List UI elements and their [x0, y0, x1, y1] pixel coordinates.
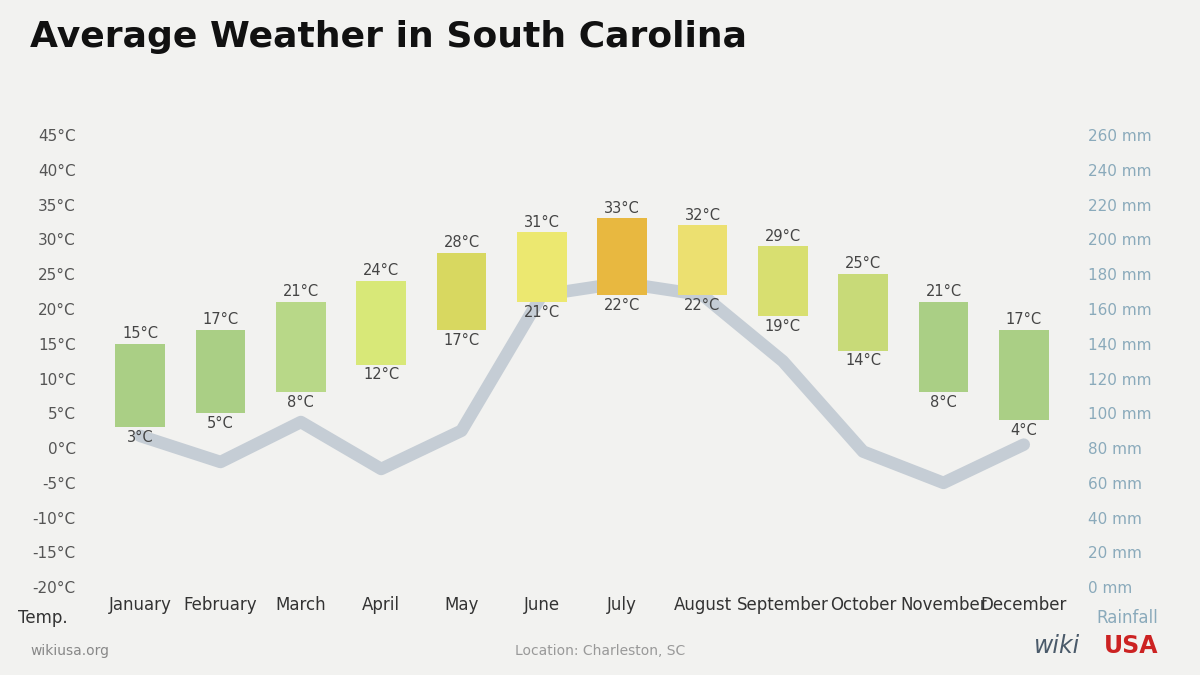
Bar: [517, 232, 566, 302]
Bar: [678, 225, 727, 295]
Text: 12°C: 12°C: [364, 367, 400, 382]
Text: 28°C: 28°C: [444, 236, 480, 250]
Bar: [758, 246, 808, 316]
Text: 14°C: 14°C: [845, 354, 881, 369]
Bar: [839, 274, 888, 351]
Text: 8°C: 8°C: [930, 396, 956, 410]
Text: 32°C: 32°C: [684, 208, 720, 223]
Bar: [598, 219, 647, 295]
Text: 22°C: 22°C: [684, 298, 721, 313]
Text: 19°C: 19°C: [764, 319, 800, 333]
Text: 5°C: 5°C: [208, 416, 234, 431]
Text: Temp.: Temp.: [18, 609, 67, 626]
Bar: [918, 302, 968, 392]
Text: 4°C: 4°C: [1010, 423, 1037, 438]
Text: 25°C: 25°C: [845, 256, 881, 271]
Bar: [115, 344, 166, 427]
Text: wiki: wiki: [1034, 634, 1081, 658]
Text: Average Weather in South Carolina: Average Weather in South Carolina: [30, 20, 746, 54]
Text: 15°C: 15°C: [122, 326, 158, 341]
Text: 8°C: 8°C: [288, 396, 314, 410]
Text: 17°C: 17°C: [444, 333, 480, 348]
Text: wikiusa.org: wikiusa.org: [30, 644, 109, 658]
Text: 22°C: 22°C: [604, 298, 641, 313]
Text: 21°C: 21°C: [523, 305, 560, 320]
Bar: [276, 302, 325, 392]
Text: 21°C: 21°C: [925, 284, 961, 299]
Bar: [196, 330, 246, 413]
Text: 24°C: 24°C: [364, 263, 400, 278]
Text: 29°C: 29°C: [764, 229, 800, 244]
Bar: [437, 253, 486, 330]
Text: 33°C: 33°C: [605, 200, 640, 216]
Text: 17°C: 17°C: [203, 312, 239, 327]
Text: 31°C: 31°C: [524, 215, 559, 230]
Bar: [998, 330, 1049, 421]
Text: Rainfall: Rainfall: [1097, 609, 1158, 626]
Bar: [356, 281, 406, 365]
Text: USA: USA: [1104, 634, 1158, 658]
Text: 21°C: 21°C: [283, 284, 319, 299]
Text: 3°C: 3°C: [127, 430, 154, 445]
Text: Location: Charleston, SC: Location: Charleston, SC: [515, 644, 685, 658]
Text: 17°C: 17°C: [1006, 312, 1042, 327]
